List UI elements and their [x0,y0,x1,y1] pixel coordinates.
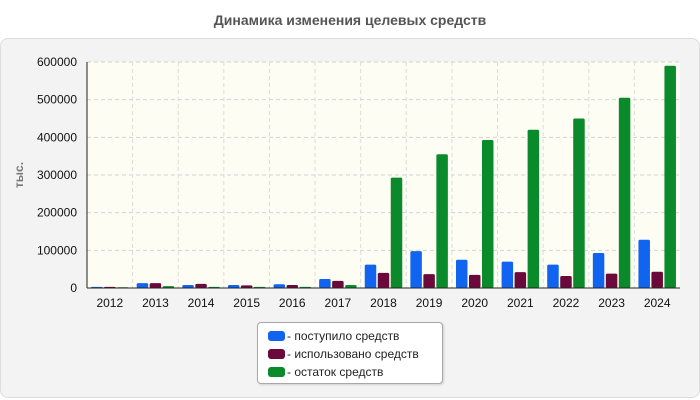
bar-2018-series-1 [364,264,377,288]
bar-2022-series-1 [547,264,559,288]
bar-2014-series-2 [195,283,207,288]
bar-2020-series-1 [455,259,468,288]
legend-swatch-series-1 [268,331,285,341]
x-tick-label: 2023 [598,296,625,310]
bar-2022-series-2 [560,275,572,288]
y-tick-label: 300000 [37,168,77,182]
y-tick-label: 200000 [37,206,77,220]
bar-2019-series-3 [436,154,448,288]
bar-2021-series-1 [501,261,514,288]
bar-2015-series-2 [240,285,253,288]
chart-legend: - поступило средств - использовано средс… [257,322,443,384]
bar-2022-series-3 [573,118,585,288]
bar-2023-series-1 [592,252,605,288]
legend-swatch-series-3 [268,367,285,377]
bar-2017-series-3 [345,284,357,288]
legend-item-series-2: - использовано средств [268,346,419,362]
bar-2016-series-2 [286,284,299,288]
bar-2018-series-3 [390,177,403,288]
legend-label-series-2: - использовано средств [287,347,419,361]
bar-2017-series-1 [319,278,331,288]
x-tick-label: 2014 [188,296,215,310]
bar-2024-series-2 [651,271,663,288]
bar-2020-series-3 [481,139,494,288]
y-tick-label: 600000 [37,55,77,69]
x-tick-label: 2021 [507,296,534,310]
bar-2021-series-2 [514,272,527,288]
legend-swatch-series-2 [268,349,285,359]
legend-label-series-1: - поступило средств [287,329,400,343]
x-tick-label: 2022 [553,296,580,310]
y-tick-label: 400000 [37,130,77,144]
bar-2024-series-3 [664,65,676,289]
y-tick-label: 500000 [37,93,77,107]
bar-2021-series-3 [527,129,540,288]
bar-2019-series-1 [410,251,422,288]
bar-2020-series-2 [468,274,481,288]
y-tick-label: 0 [70,281,77,295]
x-tick-label: 2019 [416,296,443,310]
bar-2018-series-2 [377,272,390,288]
bar-2019-series-2 [423,274,435,288]
bar-2013-series-1 [136,283,149,288]
chart-title: Динамика изменения целевых средств [213,12,487,28]
bar-2017-series-2 [332,280,344,288]
bar-2024-series-1 [638,239,650,288]
bar-2015-series-1 [227,284,240,288]
y-axis-label: тыс. [12,162,26,188]
legend-label-series-3: - остаток средств [287,365,384,379]
legend-item-series-3: - остаток средств [268,364,383,380]
x-tick-label: 2013 [142,296,169,310]
x-tick-label: 2018 [370,296,397,310]
x-tick-label: 2017 [325,296,352,310]
bar-2016-series-1 [273,284,286,288]
x-tick-label: 2015 [233,296,260,310]
x-tick-label: 2020 [461,296,488,310]
bar-2023-series-3 [618,97,631,289]
bar-2013-series-2 [149,283,162,288]
bar-2014-series-1 [182,284,194,288]
y-tick-label: 100000 [37,243,77,257]
legend-item-series-1: - поступило средств [268,328,399,344]
x-tick-label: 2024 [644,296,671,310]
x-tick-label: 2012 [96,296,123,310]
bar-2023-series-2 [605,273,618,288]
x-tick-label: 2016 [279,296,306,310]
